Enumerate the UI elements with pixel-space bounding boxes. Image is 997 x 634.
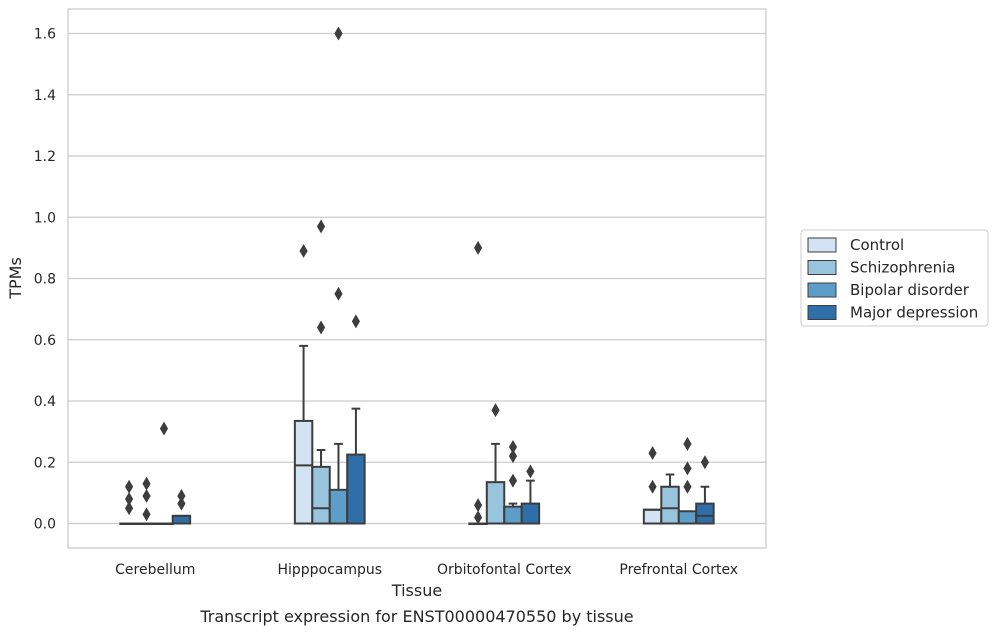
box-plot-item	[119, 479, 139, 525]
outlier-point	[142, 488, 151, 503]
y-tick-label: 1.4	[34, 88, 56, 104]
outlier-point	[177, 488, 186, 503]
box-plot-item	[346, 314, 366, 525]
legend-frame	[800, 229, 989, 327]
legend-label: Schizophrenia	[850, 259, 955, 277]
box-plot-item	[660, 473, 680, 525]
outlier-point	[124, 501, 134, 516]
legend-label: Control	[850, 236, 904, 254]
box-plot-item	[503, 439, 523, 525]
box	[677, 510, 698, 525]
series-bipolar-disorder	[154, 26, 698, 525]
box-plot-item	[485, 403, 506, 525]
box-plot-item	[642, 446, 663, 525]
x-tick-label: Hipppocampus	[277, 562, 382, 578]
outlier-point	[142, 476, 151, 491]
legend-swatch	[807, 305, 837, 320]
outlier-point	[299, 243, 308, 258]
outlier-point	[142, 507, 151, 522]
x-tick-labels: Cerebellum Hipppocampus Orbitofontal Corte…	[115, 562, 738, 578]
legend-label: Bipolar disorder	[850, 281, 970, 299]
outlier-point	[683, 479, 692, 494]
y-tick-label: 0.6	[34, 333, 56, 349]
outlier-point	[491, 403, 500, 418]
box	[520, 502, 541, 525]
outlier-point	[159, 421, 169, 436]
y-axis-title: TPMs	[6, 257, 25, 300]
box	[328, 488, 349, 525]
legend-label: Major depression	[850, 304, 978, 322]
box	[485, 481, 506, 525]
y-tick-label: 0.4	[34, 394, 56, 410]
x-axis-title: Tissue	[391, 581, 442, 600]
legend-swatch	[807, 260, 837, 275]
outlier-point	[648, 479, 657, 494]
box	[293, 419, 314, 525]
box	[503, 505, 523, 525]
box	[171, 514, 192, 525]
y-tick-label: 1.6	[34, 27, 56, 43]
outlier-point	[648, 446, 657, 461]
y-tick-label: 0.2	[34, 455, 56, 471]
y-tick-labels: 0.0 0.2 0.4 0.6 0.8 1.0 1.2 1.4 1.6	[34, 27, 56, 533]
box-plot-item	[311, 219, 331, 525]
y-tick-label: 1.0	[34, 210, 56, 226]
box-plot-item	[136, 476, 157, 525]
y-tick-label: 0.8	[34, 272, 56, 288]
x-tick-label: Orbitofontal Cortex	[437, 562, 572, 578]
plot-area-frame	[67, 8, 767, 549]
outlier-point	[526, 464, 535, 479]
box	[346, 453, 366, 525]
outlier-point	[508, 449, 518, 464]
legend-swatch	[807, 282, 837, 298]
outlier-point	[124, 479, 134, 494]
legend-item: Major depression	[807, 304, 978, 322]
box-plot-item	[154, 421, 174, 525]
grid-lines	[68, 32, 766, 525]
box	[695, 502, 715, 525]
box-plot-item	[520, 464, 541, 525]
box-series	[119, 26, 715, 525]
outlier-point	[508, 439, 518, 454]
y-tick-label: 1.2	[34, 149, 56, 165]
outlier-point	[473, 240, 483, 255]
outlier-point	[473, 498, 483, 513]
x-tick-label: Cerebellum	[115, 562, 195, 578]
box-plot-item	[695, 455, 715, 525]
outlier-point	[334, 286, 343, 301]
series-control	[119, 240, 663, 525]
chart-caption: Transcript expression for ENST0000047055…	[199, 607, 633, 626]
y-tick-label: 0.0	[34, 517, 56, 533]
x-tick-label: Prefrontal Cortex	[619, 562, 738, 578]
series-schizophrenia	[136, 219, 680, 525]
legend-items: Control Schizophrenia Bipolar disorder Majo…	[807, 236, 978, 322]
outlier-point	[351, 314, 361, 329]
outlier-point	[334, 26, 343, 41]
box-plot-item	[328, 26, 349, 525]
outlier-point	[683, 436, 692, 451]
legend-item: Schizophrenia	[807, 259, 955, 277]
box	[660, 485, 680, 525]
box-plot-item	[677, 436, 698, 525]
box-plot-item	[293, 243, 314, 525]
legend-item: Bipolar disorder	[807, 281, 970, 299]
legend-swatch	[807, 237, 837, 253]
outlier-point	[473, 510, 483, 525]
outlier-point	[700, 455, 710, 470]
box	[642, 508, 663, 525]
outlier-point	[316, 219, 326, 234]
legend-item: Control	[807, 236, 904, 254]
outlier-point	[177, 496, 186, 511]
outlier-point	[683, 461, 692, 476]
box	[311, 465, 331, 525]
outlier-point	[124, 492, 134, 506]
series-major-depression	[171, 314, 715, 525]
legend: Control Schizophrenia Bipolar disorder Majo…	[800, 229, 989, 327]
outlier-point	[508, 473, 518, 488]
box-plot-item	[171, 488, 192, 525]
box-plot-item	[468, 240, 488, 525]
outlier-point	[316, 320, 326, 335]
